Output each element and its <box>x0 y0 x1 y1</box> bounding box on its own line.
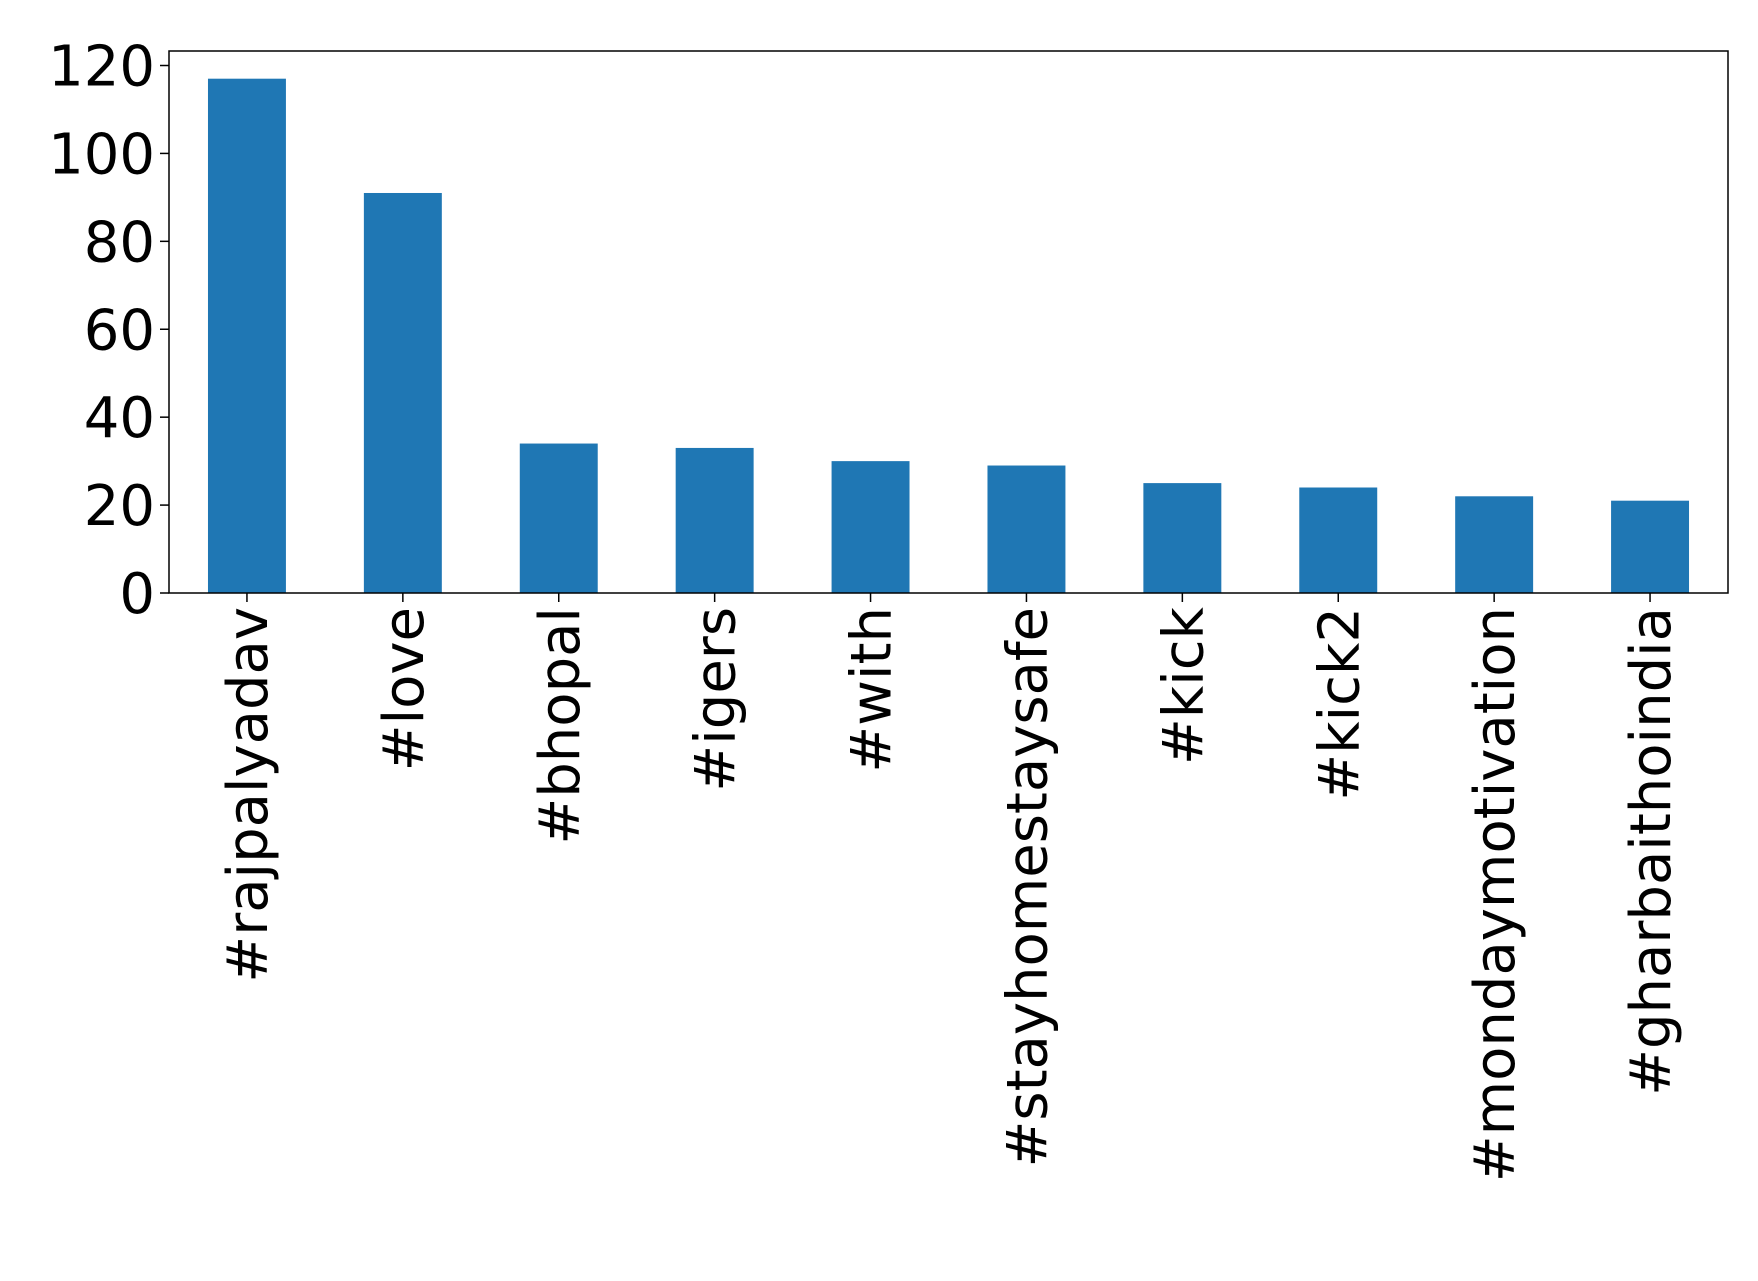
x-tick-label: #bhopal <box>528 607 593 845</box>
y-tick-label: 120 <box>48 35 155 100</box>
bar <box>1143 483 1222 593</box>
bar <box>519 443 598 593</box>
bar <box>675 447 754 593</box>
x-tick-label: #gharbaithoindia <box>1619 607 1684 1096</box>
y-tick-label: 20 <box>84 474 155 539</box>
bar <box>207 78 286 594</box>
x-tick-label: #stayhomestaysafe <box>995 607 1060 1168</box>
bar <box>831 461 910 593</box>
x-tick-label: #kick <box>1151 606 1216 765</box>
x-tick-label: #igers <box>684 607 749 792</box>
x-tick-label: #mondaymotivation <box>1463 607 1528 1182</box>
bar <box>1611 500 1690 593</box>
bar <box>1299 487 1378 593</box>
x-tick-label: #rajpalyadav <box>216 607 281 983</box>
y-tick-label: 40 <box>84 386 155 451</box>
x-tick-label: #with <box>840 607 905 773</box>
bar <box>987 465 1066 593</box>
y-tick-label: 0 <box>119 562 155 627</box>
plot-frame <box>168 50 1729 594</box>
y-tick-label: 100 <box>48 122 155 187</box>
y-tick-label: 80 <box>84 210 155 275</box>
bar <box>1455 496 1534 593</box>
x-tick-label: #love <box>372 607 437 771</box>
x-tick-label: #kick2 <box>1307 607 1372 801</box>
y-tick-label: 60 <box>84 298 155 363</box>
bar <box>363 192 442 594</box>
